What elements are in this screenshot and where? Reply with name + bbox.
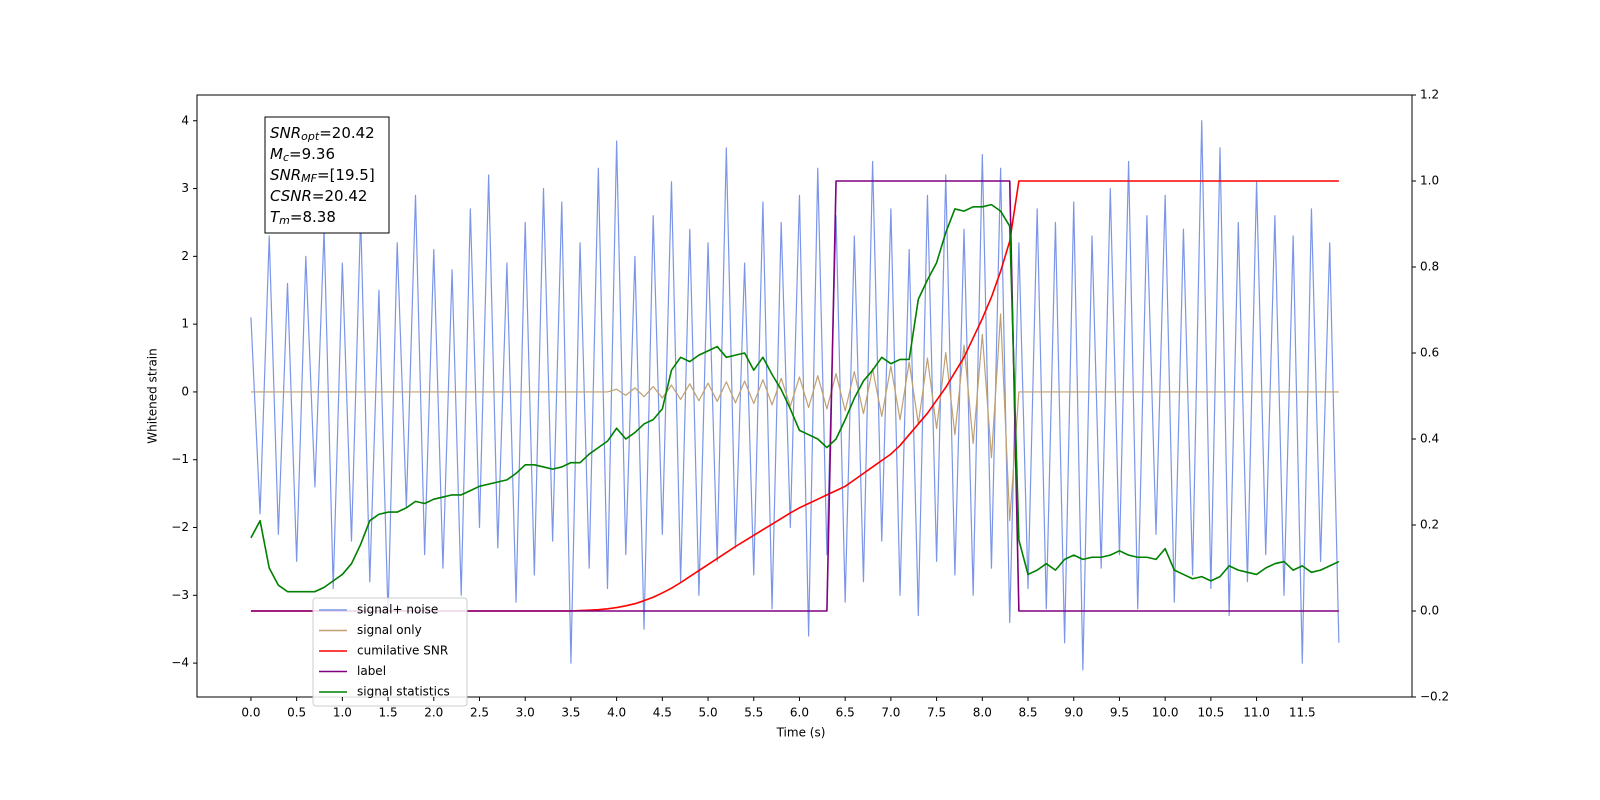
- x-tick-label: 5.0: [699, 706, 718, 720]
- annotation-value: =20.42: [312, 187, 368, 205]
- x-tick-label: 5.5: [744, 706, 763, 720]
- x-tick-label: 4.5: [653, 706, 672, 720]
- x-tick-label: 10.5: [1198, 706, 1225, 720]
- legend-label: signal+ noise: [357, 603, 438, 617]
- annotation-line: Mc=9.36: [270, 145, 335, 165]
- x-axis-label: Time (s): [776, 726, 826, 740]
- x-tick-label: 2.5: [470, 706, 489, 720]
- legend-box: [312, 597, 468, 707]
- y2-tick-label: 1.0: [1420, 174, 1439, 188]
- x-tick-label: 8.0: [973, 706, 992, 720]
- annotation-line: CSNR=20.42: [270, 187, 367, 205]
- x-tick-label: 9.0: [1064, 706, 1083, 720]
- y-tick-label: 2: [181, 249, 189, 263]
- x-tick-label: 9.5: [1110, 706, 1129, 720]
- x-tick-label: 4.0: [607, 706, 626, 720]
- legend: signal+ noise signal only cumilative SNR la…: [312, 597, 468, 707]
- annotation-subscript: MF: [301, 172, 317, 185]
- x-tick-label: 10.0: [1152, 706, 1179, 720]
- annotation-line: Tm=8.38: [270, 208, 336, 228]
- annotation-subscript: m: [279, 214, 290, 227]
- annotation-symbol: CSNR: [270, 187, 312, 205]
- y2-tick-label: 1.2: [1420, 88, 1439, 102]
- x-tick-label: 6.5: [836, 706, 855, 720]
- x-tick-label: 0.0: [241, 706, 260, 720]
- y2-tick-label: 0.0: [1420, 604, 1439, 618]
- x-tick-label: 11.0: [1243, 706, 1270, 720]
- y2-tick-label: 0.8: [1420, 260, 1439, 274]
- x-tick-label: 1.5: [379, 706, 398, 720]
- annotation-line: SNRMF=[19.5]: [270, 166, 375, 186]
- annotation-subscript: c: [283, 151, 289, 164]
- annotation-symbol: SNR: [270, 124, 301, 142]
- annotation-subscript: opt: [301, 130, 320, 143]
- y2-tick-label: 0.2: [1420, 518, 1439, 532]
- annotation-value: =[19.5]: [317, 166, 375, 184]
- y-tick-label: −1: [171, 452, 189, 466]
- legend-label: cumilative SNR: [357, 644, 448, 658]
- y2-tick-label: 0.4: [1420, 432, 1439, 446]
- y-tick-label: −4: [171, 656, 189, 670]
- annotation-value: =9.36: [289, 145, 335, 163]
- x-tick-label: 2.0: [424, 706, 443, 720]
- axes-frame: [196, 94, 1413, 698]
- series-line: [250, 120, 1340, 671]
- legend-label: signal statistics: [357, 685, 450, 699]
- annotation-symbol: T: [270, 208, 281, 226]
- annotation-value: =20.42: [319, 124, 375, 142]
- x-tick-label: 6.0: [790, 706, 809, 720]
- y2-tick-label: 0.6: [1420, 346, 1439, 360]
- x-tick-label: 3.5: [561, 706, 580, 720]
- y-tick-label: 3: [181, 181, 189, 195]
- series-line: [250, 313, 1339, 522]
- x-tick-label: 3.0: [516, 706, 535, 720]
- y-tick-label: −3: [171, 588, 189, 602]
- y-axis-label: Whitened strain: [146, 348, 160, 444]
- annotation-symbol: SNR: [270, 166, 301, 184]
- annotation-symbol: M: [270, 145, 283, 163]
- y-tick-label: −2: [171, 520, 189, 534]
- x-tick-label: 0.5: [287, 706, 306, 720]
- x-tick-label: 8.5: [1018, 706, 1037, 720]
- y-tick-label: 1: [181, 317, 189, 331]
- annotation-line: SNRopt=20.42: [270, 124, 375, 144]
- legend-label: label: [357, 664, 386, 678]
- y-tick-label: 0: [181, 384, 189, 398]
- y2-tick-label: −0.2: [1420, 690, 1449, 704]
- x-tick-label: 11.5: [1289, 706, 1316, 720]
- series-line: [250, 203, 1340, 593]
- y-tick-label: 4: [181, 113, 189, 127]
- x-tick-label: 7.5: [927, 706, 946, 720]
- legend-label: signal only: [357, 623, 422, 637]
- x-tick-label: 1.0: [333, 706, 352, 720]
- annotation-box: [264, 116, 390, 234]
- annotation-value: =8.38: [290, 208, 336, 226]
- x-tick-label: 7.0: [881, 706, 900, 720]
